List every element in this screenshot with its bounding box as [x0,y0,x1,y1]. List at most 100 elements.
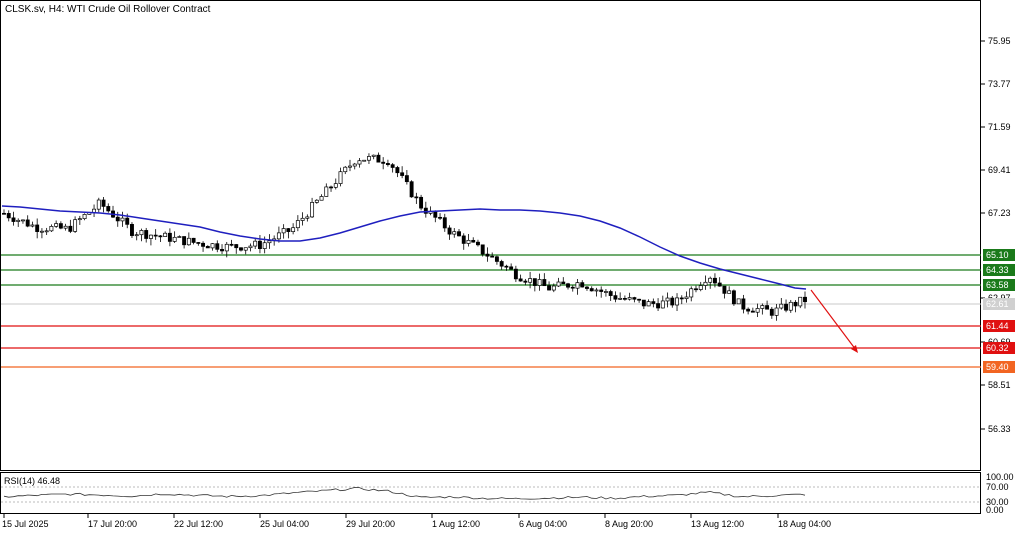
price-axis: 75.95 73.77 71.59 69.41 67.23 62.97 60.6… [981,36,1011,434]
bull-candle [267,240,272,244]
bull-candle [82,214,87,220]
bear-candle [35,224,40,232]
bear-candle [215,243,220,250]
rsi-tick: 30.00 [986,497,1009,507]
price-tick: 71.59 [988,122,1011,132]
rsi-tick: 0.00 [986,505,1004,515]
rsi-axis: 100.00 70.00 30.00 0.00 [986,472,1014,515]
time-tick: 1 Aug 12:00 [432,519,480,529]
bear-candle [523,280,528,283]
bull-candle [295,220,300,229]
bull-candle [186,237,191,246]
bull-candle [528,278,533,283]
bull-candle [54,223,59,227]
bear-candle [722,285,727,294]
bull-candle [262,242,267,249]
bull-candle [551,285,556,291]
bull-candle [660,300,665,309]
bear-candle [570,286,575,289]
bull-candle [575,282,580,289]
bull-candle [371,154,376,157]
bear-candle [419,196,424,209]
level-label-box [983,249,1015,261]
level-label-box [983,264,1015,276]
bull-candle [63,225,68,229]
bear-candle [509,266,514,270]
level-label: 61.44 [986,321,1009,331]
bear-candle [385,163,390,166]
level-label: 64.33 [986,265,1009,275]
bull-candle [556,281,561,287]
bear-candle [390,164,395,168]
bull-candle [755,308,760,313]
bull-candle [177,236,182,238]
level-label: 59.40 [986,362,1009,372]
bear-candle [6,213,11,219]
bear-candle [561,281,566,285]
bear-candle [404,175,409,183]
bear-candle [608,291,613,296]
level-label-box [983,361,1015,373]
bull-candle [324,186,329,197]
time-tick: 17 Jul 20:00 [88,519,137,529]
bull-candle [788,301,793,311]
bull-candle [243,247,248,251]
bull-candle [224,243,229,252]
bear-candle [101,199,106,207]
level-label-box [983,342,1015,354]
bear-candle [513,268,518,280]
time-tick: 8 Aug 20:00 [605,519,653,529]
bear-candle [409,181,414,198]
level-label: 60.32 [986,343,1009,353]
bear-candle [239,247,243,251]
price-tick: 58.51 [988,380,1011,390]
rsi-tick: 70.00 [986,482,1009,492]
bear-candle [532,278,537,286]
bull-candle [291,227,296,232]
bear-candle [438,216,442,219]
bull-candle [684,296,689,300]
bull-candle [44,230,49,233]
bear-candle [471,239,476,243]
bull-candle [774,307,779,316]
bull-candle [163,232,168,237]
bear-candle [457,231,461,237]
bull-candle [281,228,286,234]
bull-candle [172,236,177,242]
bull-candle [352,163,357,167]
bull-candle [49,226,54,232]
bear-candle [566,283,570,288]
bull-candle [760,305,765,309]
bull-candle [248,245,253,249]
bull-candle [357,160,362,165]
bull-candle [30,224,35,227]
bull-candle [665,297,670,302]
bear-candle [641,299,646,307]
bear-candle [106,206,111,212]
bear-candle [637,298,642,301]
bear-candle [196,242,201,244]
bull-candle [39,230,44,233]
current-price-box [983,298,1015,310]
forecast-arrow [810,289,858,353]
bull-candle [537,279,542,286]
time-tick: 18 Aug 04:00 [778,519,831,529]
bear-candle [499,261,504,267]
bear-candle [731,290,736,305]
rsi-plot-frame [0,472,981,514]
bear-candle [144,230,149,239]
time-tick: 25 Jul 04:00 [260,519,309,529]
current-price-label: 62.61 [986,299,1009,309]
bull-candle [594,289,599,292]
bear-candle [679,297,684,300]
bear-candle [25,219,30,227]
bear-candle [167,232,172,242]
bear-candle [518,278,523,282]
support-levels [1,325,981,368]
bear-candle [182,236,187,246]
bull-candle [348,165,352,168]
bull-candle [134,234,139,237]
bull-candle [703,281,708,286]
bear-candle [433,210,438,218]
bull-candle [319,196,324,201]
